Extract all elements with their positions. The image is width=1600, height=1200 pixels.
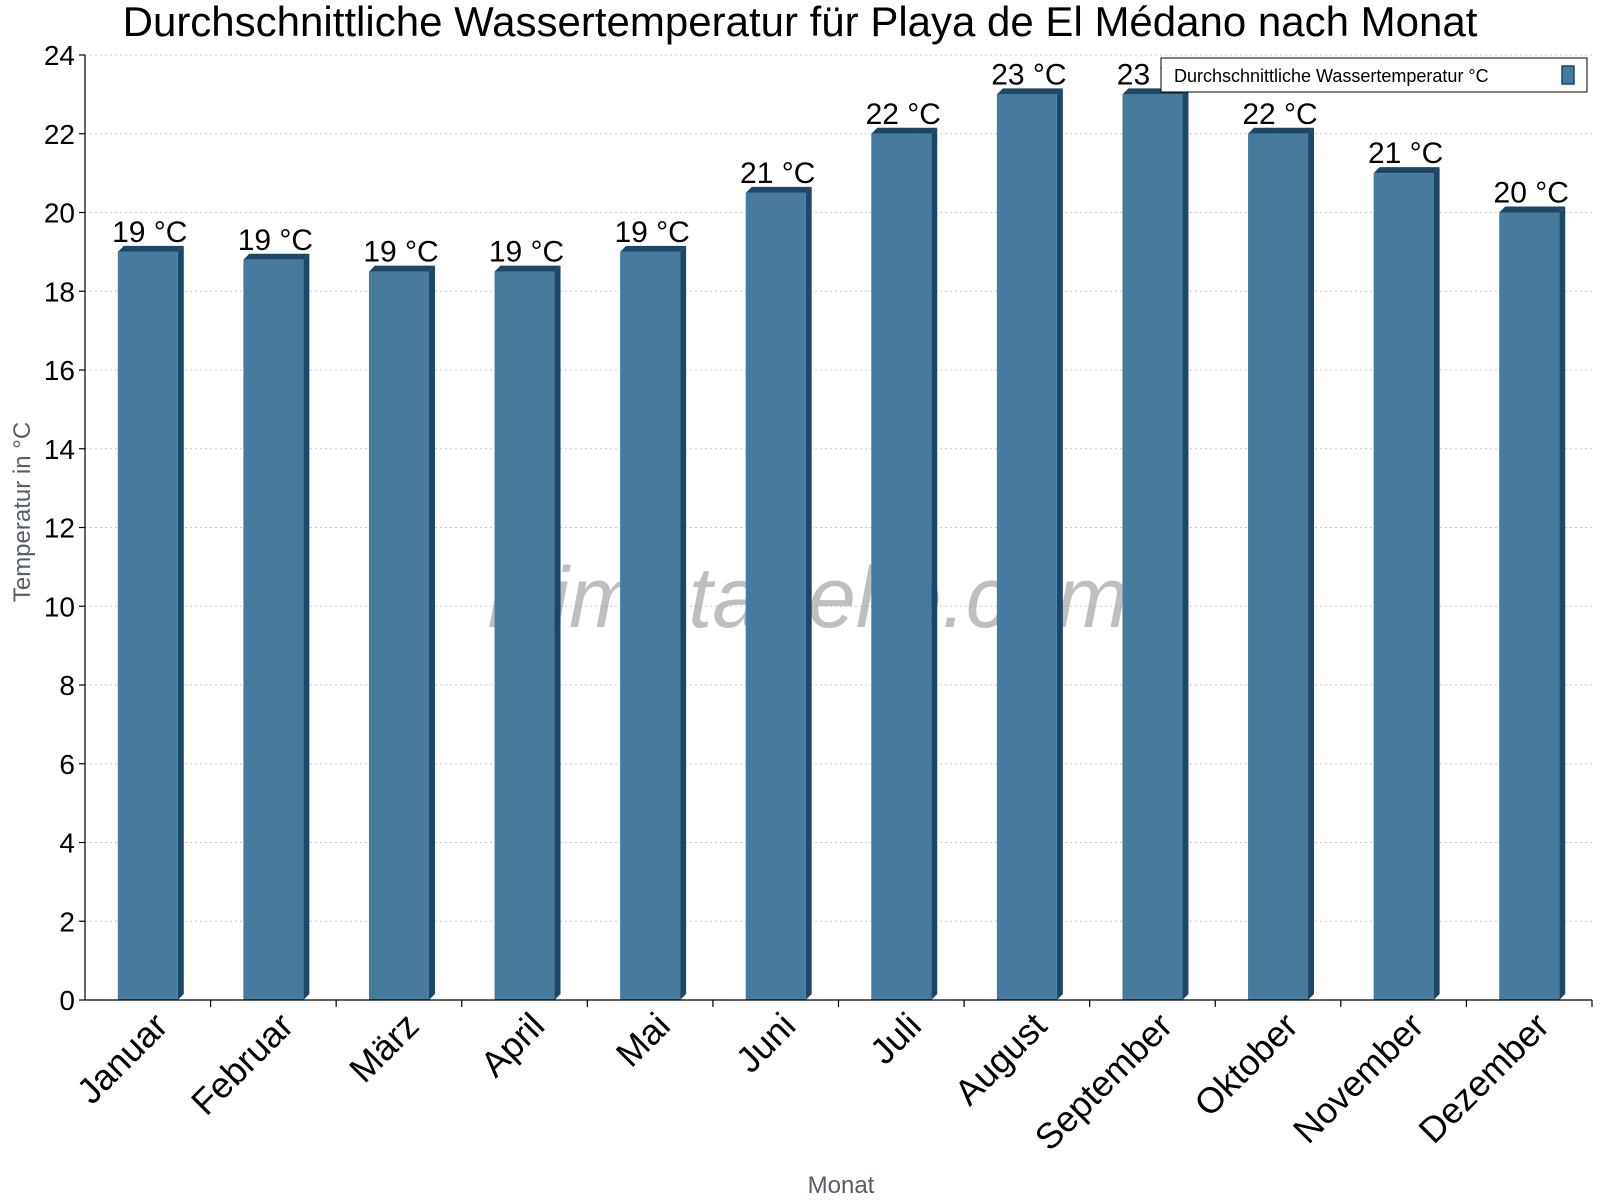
bar-side <box>303 253 310 1000</box>
bar-side <box>931 127 938 1000</box>
y-tick-label: 0 <box>59 985 75 1016</box>
x-tick-label: September <box>1027 1005 1181 1159</box>
bar-top <box>368 265 435 272</box>
data-label: 21 °C <box>1368 137 1443 170</box>
bar-face <box>871 133 932 1000</box>
bar-face <box>1499 212 1560 1000</box>
bar-side <box>428 265 435 1000</box>
data-label: 21 °C <box>740 157 815 190</box>
bar-side <box>1559 206 1566 1000</box>
x-tick-label: August <box>946 1005 1054 1113</box>
bar <box>243 253 310 1000</box>
axes <box>79 54 1593 1007</box>
legend-swatch <box>1561 65 1575 85</box>
bar-top <box>620 245 687 252</box>
bar-top <box>117 245 184 252</box>
bar-top <box>1499 206 1566 213</box>
x-tick-label: Dezember <box>1410 1005 1556 1151</box>
bar-side <box>554 265 561 1000</box>
grid-lines <box>85 54 1592 922</box>
data-label: 22 °C <box>866 98 941 131</box>
y-axis-title: Temperatur in °C <box>9 422 36 602</box>
bar <box>1248 127 1315 1000</box>
bar <box>620 245 687 1000</box>
y-tick-label: 18 <box>44 276 75 307</box>
x-tick-label: Januar <box>69 1005 176 1112</box>
x-tick-label: Februar <box>183 1005 301 1123</box>
bar-side <box>805 186 812 1000</box>
bar-top <box>494 265 561 272</box>
bar-side <box>177 245 184 1000</box>
bar-face <box>620 251 681 1000</box>
x-tick-label: März <box>341 1005 427 1091</box>
bar-face <box>494 271 555 1000</box>
data-label: 19 °C <box>363 236 438 269</box>
bar-top <box>243 253 310 260</box>
y-tick-label: 4 <box>59 828 75 859</box>
data-label: 19 °C <box>614 216 689 249</box>
data-label: 22 °C <box>1242 98 1317 131</box>
y-tick-label: 20 <box>44 198 75 229</box>
bar <box>745 186 812 1000</box>
bar-face <box>1248 133 1309 1000</box>
bar-face <box>117 251 178 1000</box>
bar-side <box>1433 167 1440 1000</box>
bar-top <box>871 127 938 134</box>
y-tick-label: 2 <box>59 906 75 937</box>
bar-face <box>745 192 806 1000</box>
bar <box>117 245 184 1000</box>
y-tick-label: 14 <box>44 434 75 465</box>
legend-box <box>1160 57 1588 93</box>
data-label: 20 °C <box>1494 177 1569 210</box>
bar-face <box>243 259 304 1000</box>
x-axis-title: Monat <box>808 1172 875 1199</box>
x-tick-label: Oktober <box>1186 1005 1306 1125</box>
y-tick-label: 24 <box>44 40 75 71</box>
bar-top <box>1248 127 1315 134</box>
data-label: 19 °C <box>238 224 313 257</box>
chart-title: Durchschnittliche Wassertemperatur für P… <box>123 0 1478 45</box>
data-label: 19 °C <box>112 216 187 249</box>
bar-top <box>745 186 812 193</box>
bar-face <box>1122 94 1183 1000</box>
x-tick-labels: Januar Februar März April Mai Juni Juli AugustS… <box>69 1005 1557 1159</box>
data-label: 19 °C <box>489 236 564 269</box>
data-label: 23 °C <box>991 58 1066 91</box>
x-tick-label: April <box>472 1005 552 1085</box>
bar <box>494 265 561 1000</box>
x-tick-label: Mai <box>608 1005 678 1075</box>
x-tick-label: November <box>1285 1005 1431 1151</box>
y-tick-label: 16 <box>44 355 75 386</box>
bar-face <box>368 271 429 1000</box>
bar <box>1122 88 1189 1000</box>
legend: Durchschnittliche Wassertemperatur °C <box>1160 57 1588 93</box>
y-tick-label: 10 <box>44 591 75 622</box>
bar <box>1373 167 1440 1000</box>
bar-side <box>1056 88 1063 1000</box>
x-tick-label: Juli <box>862 1005 929 1072</box>
y-tick-label: 8 <box>59 670 75 701</box>
y-tick-label: 22 <box>44 119 75 150</box>
bar <box>996 88 1063 1000</box>
bars <box>117 88 1566 1000</box>
bar-side <box>1308 127 1315 1000</box>
bar <box>368 265 435 1000</box>
y-tick-label: 6 <box>59 749 75 780</box>
bar-face <box>1373 173 1434 1000</box>
bar-side <box>1182 88 1189 1000</box>
x-tick-label: Juni <box>728 1005 804 1081</box>
bar-top <box>1373 167 1440 174</box>
bar <box>1499 206 1566 1000</box>
bar-top <box>996 88 1063 95</box>
legend-label: Durchschnittliche Wassertemperatur °C <box>1174 66 1489 86</box>
bar-side <box>680 245 687 1000</box>
bar-face <box>996 94 1057 1000</box>
y-tick-label: 12 <box>44 513 75 544</box>
bar <box>871 127 938 1000</box>
